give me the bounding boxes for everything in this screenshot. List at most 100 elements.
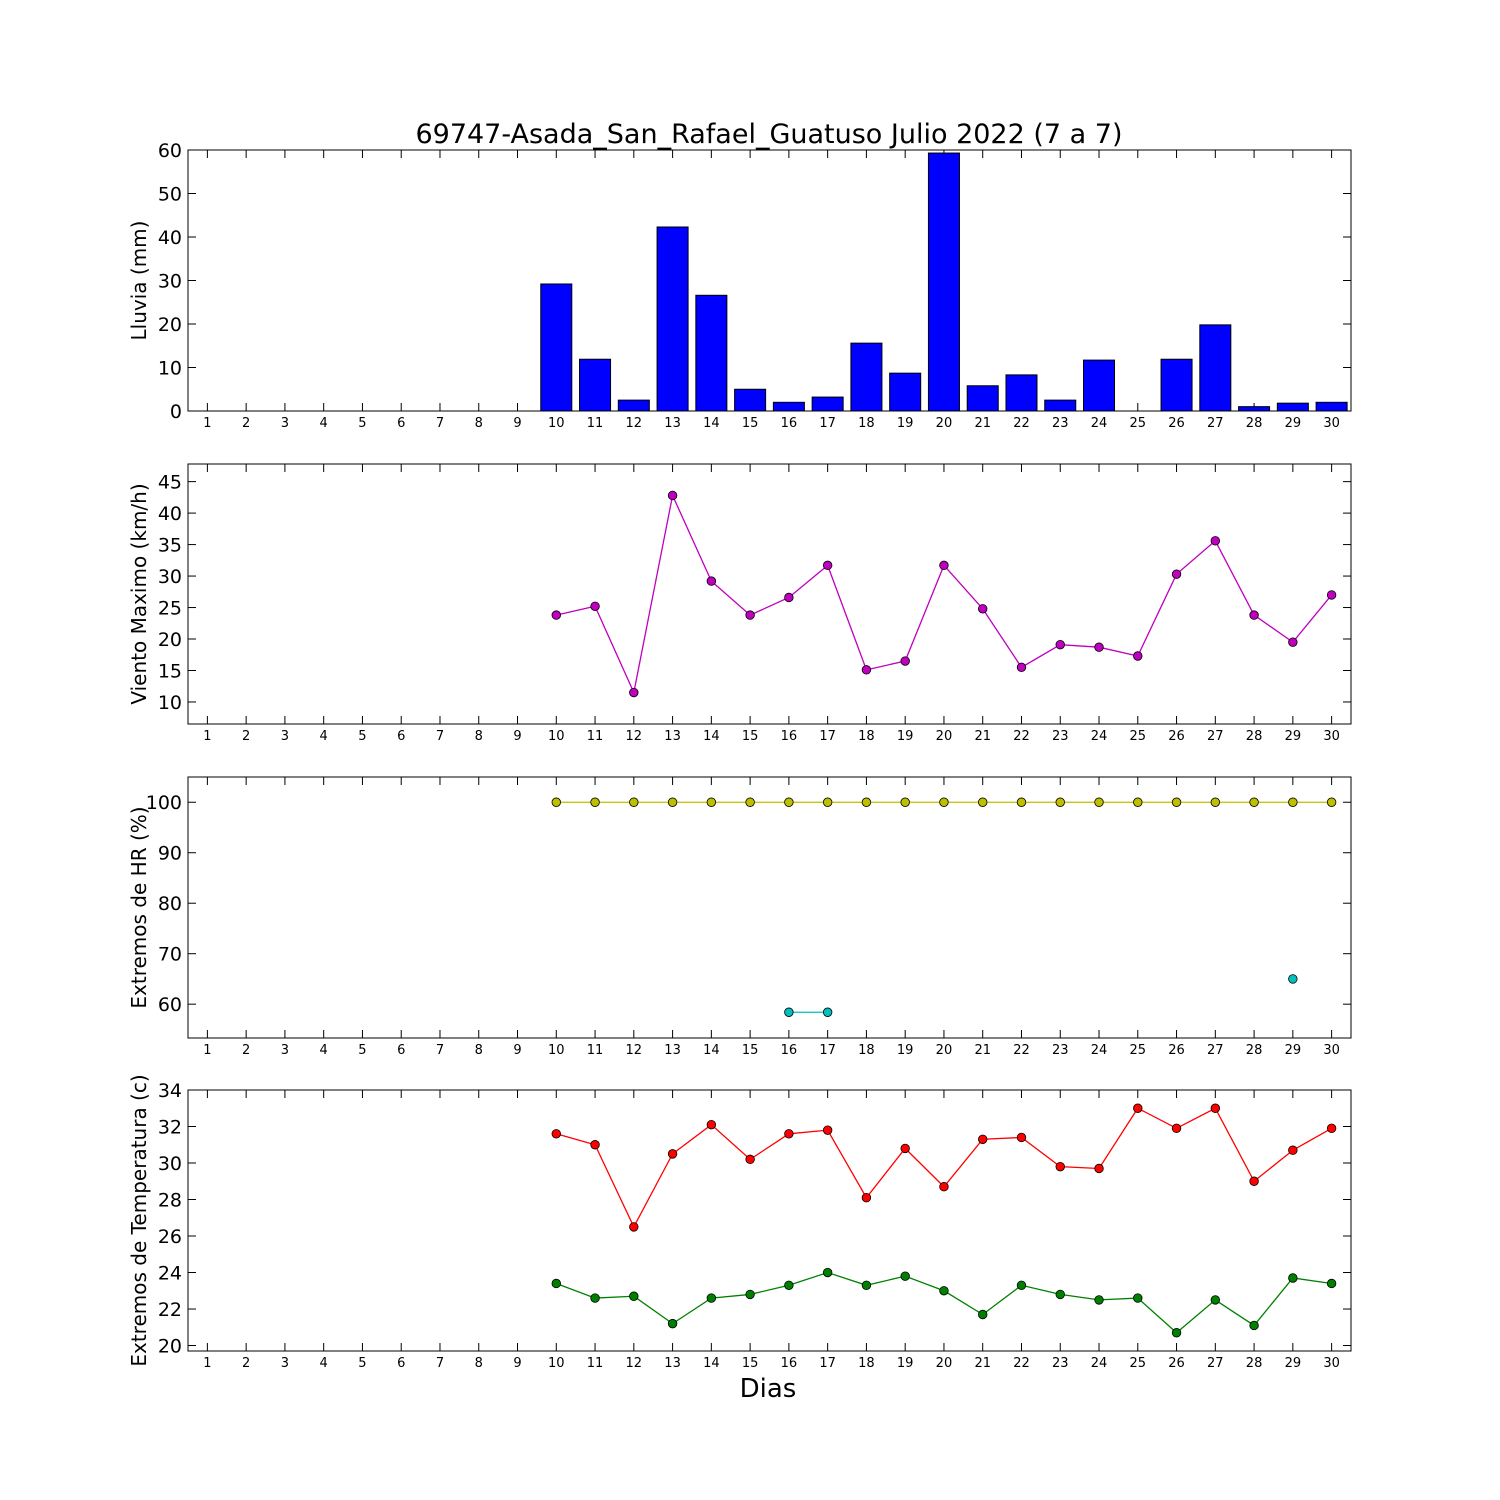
y-axis-label: Lluvia (mm) — [127, 221, 151, 341]
series-1-point-day-18 — [861, 797, 872, 807]
y-tick-label: 28 — [158, 1190, 182, 1212]
bar-day-17 — [811, 396, 844, 412]
bar-day-19 — [889, 372, 922, 412]
bar-day-27 — [1199, 324, 1232, 412]
x-tick-label: 25 — [1130, 416, 1147, 431]
series-1-point-day-22 — [1016, 797, 1027, 807]
y-tick-label: 70 — [158, 944, 182, 966]
series-1-point-day-22 — [1016, 662, 1027, 673]
x-tick-label: 30 — [1323, 1356, 1340, 1371]
x-tick-label: 8 — [475, 1043, 483, 1058]
x-tick-label: 2 — [242, 1356, 250, 1371]
series-1-point-day-12 — [629, 687, 639, 698]
x-tick-label: 12 — [626, 1043, 643, 1058]
x-tick-label: 2 — [242, 729, 250, 744]
y-tick-label: 35 — [158, 535, 182, 557]
series-2-point-day-15 — [745, 1289, 755, 1300]
x-tick-label: 19 — [897, 1043, 914, 1058]
x-tick-label: 29 — [1285, 729, 1302, 744]
series-1-point-day-20 — [939, 560, 949, 571]
x-tick-label: 13 — [664, 416, 681, 431]
x-tick-label: 23 — [1052, 1043, 1069, 1058]
x-tick-label: 7 — [436, 1043, 444, 1058]
series-2-point-day-21 — [978, 1309, 988, 1320]
x-tick-label: 12 — [626, 729, 643, 744]
y-tick-label: 60 — [158, 994, 182, 1016]
x-tick-label: 3 — [281, 1356, 289, 1371]
x-tick-label: 19 — [897, 1356, 914, 1371]
x-tick-label: 4 — [320, 729, 328, 744]
y-tick-label: 20 — [158, 314, 182, 336]
x-tick-label: 20 — [936, 1043, 953, 1058]
x-tick-label: 24 — [1091, 729, 1108, 744]
x-tick-label: 21 — [974, 1356, 991, 1371]
x-tick-label: 26 — [1168, 729, 1185, 744]
x-tick-label: 22 — [1013, 1043, 1030, 1058]
chart-title: 69747-Asada_San_Rafael_Guatuso Julio 202… — [415, 119, 1122, 150]
x-tick-label: 26 — [1168, 416, 1185, 431]
x-tick-label: 29 — [1285, 416, 1302, 431]
series-1-point-day-25 — [1133, 1103, 1143, 1113]
series-1-point-day-13 — [667, 490, 678, 501]
y-tick-label: 30 — [158, 271, 182, 293]
y-tick-label: 100 — [146, 792, 182, 814]
series-1-point-day-13 — [667, 797, 678, 807]
series-2-point-day-27 — [1210, 1295, 1221, 1305]
series-1-point-day-12 — [629, 797, 639, 807]
x-tick-label: 12 — [626, 416, 643, 431]
series-1-point-day-11 — [590, 601, 600, 611]
x-tick-label: 17 — [819, 1043, 836, 1058]
series-1-point-day-14 — [706, 1119, 717, 1130]
x-tick-label: 6 — [397, 729, 405, 744]
x-tick-label: 14 — [703, 1356, 720, 1371]
series-1-point-day-21 — [978, 604, 988, 614]
series-1-point-day-18 — [861, 1192, 872, 1203]
x-tick-label: 23 — [1052, 729, 1069, 744]
x-tick-label: 1 — [203, 416, 211, 431]
series-2-point-day-26 — [1171, 1328, 1182, 1338]
y-tick-label: 26 — [158, 1226, 182, 1248]
x-tick-label: 18 — [858, 1356, 875, 1371]
series-1-point-day-11 — [590, 797, 600, 807]
y-tick-label: 30 — [158, 1153, 182, 1175]
x-tick-label: 8 — [475, 729, 483, 744]
x-tick-label: 29 — [1285, 1043, 1302, 1058]
y-axis-label: Extremos de Temperatura (c) — [127, 1074, 151, 1366]
y-tick-label: 50 — [158, 184, 182, 206]
x-tick-label: 28 — [1246, 1356, 1263, 1371]
x-tick-label: 5 — [358, 729, 366, 744]
x-tick-label: 27 — [1207, 1356, 1224, 1371]
x-tick-label: 13 — [664, 1043, 681, 1058]
series-1-point-day-10 — [551, 1129, 561, 1139]
x-tick-label: 18 — [858, 729, 875, 744]
series-2-point-day-16 — [784, 1280, 794, 1290]
series-1-point-day-20 — [939, 797, 949, 807]
x-tick-label: 24 — [1091, 1356, 1108, 1371]
series-1-point-day-28 — [1249, 1176, 1259, 1186]
series-2-point-day-24 — [1094, 1295, 1104, 1305]
x-tick-label: 19 — [897, 416, 914, 431]
bar-day-21 — [966, 385, 999, 412]
bar-day-11 — [579, 358, 612, 412]
bar-day-22 — [1005, 374, 1038, 412]
series-2-point-day-17 — [822, 1267, 833, 1278]
x-tick-label: 21 — [974, 1043, 991, 1058]
x-tick-label: 29 — [1285, 1356, 1302, 1371]
x-tick-label: 2 — [242, 1043, 250, 1058]
series-2-point-day-28 — [1249, 1320, 1259, 1331]
x-tick-label: 28 — [1246, 729, 1263, 744]
series-1-point-day-27 — [1210, 536, 1221, 546]
series-1-point-day-23 — [1055, 639, 1065, 650]
x-tick-label: 15 — [742, 729, 759, 744]
x-tick-label: 9 — [513, 416, 521, 431]
x-tick-label: 13 — [664, 729, 681, 744]
series-1-point-day-28 — [1249, 797, 1259, 807]
series-2-point-day-29 — [1288, 1273, 1298, 1283]
x-tick-label: 30 — [1323, 729, 1340, 744]
x-tick-label: 8 — [475, 416, 483, 431]
x-tick-label: 5 — [358, 1356, 366, 1371]
x-tick-label: 16 — [781, 416, 798, 431]
y-tick-label: 25 — [158, 598, 182, 620]
